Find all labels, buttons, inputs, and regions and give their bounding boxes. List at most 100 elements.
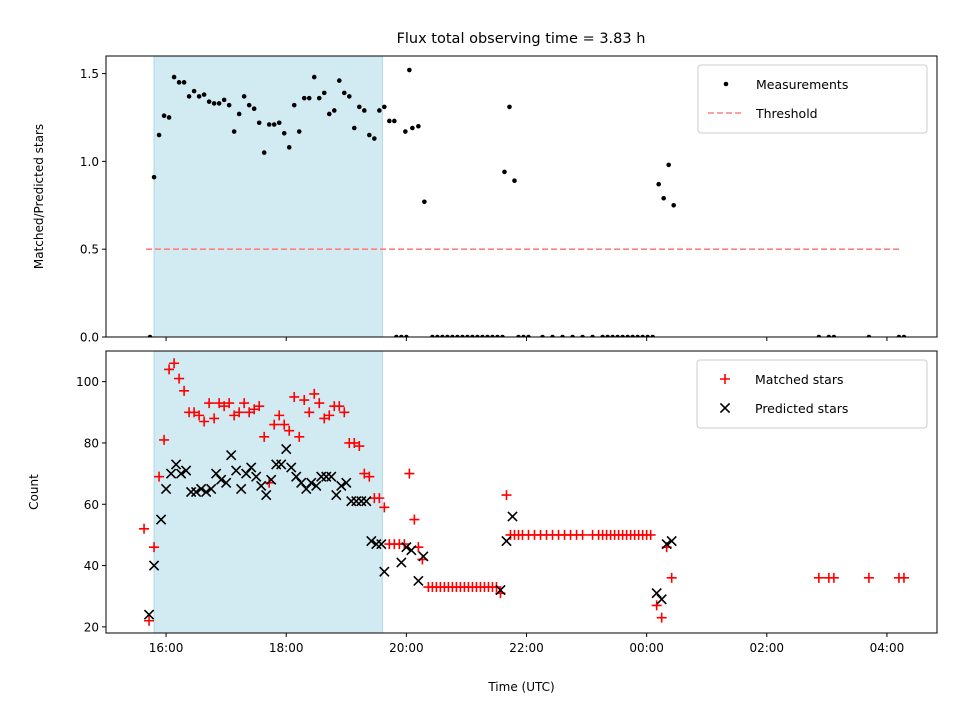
predicted-star-point bbox=[413, 575, 424, 587]
measurement-point bbox=[650, 334, 655, 337]
measurement-point bbox=[236, 111, 242, 117]
x-tick-label: 20:00 bbox=[389, 641, 424, 655]
measurement-point bbox=[166, 115, 172, 120]
measurement-point bbox=[671, 202, 676, 208]
measurement-point bbox=[866, 334, 872, 337]
predicted-star-point bbox=[200, 486, 212, 498]
x-tick-label: 18:00 bbox=[269, 641, 304, 655]
legend-measurement-swatch bbox=[723, 81, 729, 87]
measurement-point bbox=[191, 88, 197, 94]
measurement-point bbox=[600, 334, 605, 337]
predicted-star-point bbox=[507, 511, 518, 522]
measurement-point bbox=[367, 132, 372, 138]
measurement-point bbox=[399, 334, 404, 337]
measurement-point bbox=[615, 334, 620, 337]
predicted-star-point bbox=[418, 551, 429, 562]
measurement-point bbox=[445, 334, 450, 337]
legend: Matched stars Predicted stars bbox=[696, 359, 928, 429]
measurement-point bbox=[261, 150, 267, 155]
matched-star-point bbox=[179, 385, 190, 396]
measurement-point bbox=[435, 334, 440, 337]
measurement-point bbox=[500, 334, 505, 337]
measurement-point bbox=[286, 145, 292, 150]
matched-star-point bbox=[239, 398, 250, 409]
y-axis-label: Count bbox=[27, 474, 41, 510]
matched-star-point bbox=[269, 419, 280, 430]
legend-predicted-swatch bbox=[719, 402, 731, 414]
measurement-point bbox=[580, 334, 585, 337]
x-axis-label: Time (UTC) bbox=[487, 680, 554, 694]
measurement-point bbox=[296, 129, 302, 134]
measurement-point bbox=[151, 174, 157, 180]
measurement-point bbox=[196, 94, 202, 99]
measurement-point bbox=[387, 118, 392, 124]
matched-star-point bbox=[501, 490, 512, 501]
predicted-star-point bbox=[396, 557, 407, 568]
predicted-star-point bbox=[311, 480, 322, 492]
observing-window-shade bbox=[153, 56, 383, 337]
matched-star-point bbox=[294, 431, 305, 442]
series-measurements bbox=[147, 67, 907, 337]
predicted-star-point bbox=[148, 560, 160, 571]
matched-star-point bbox=[274, 410, 285, 421]
predicted-star-point bbox=[379, 566, 390, 577]
matched-star-point bbox=[254, 401, 265, 412]
legend-label: Matched stars bbox=[755, 372, 843, 387]
y-tick-label: 20 bbox=[84, 620, 99, 634]
matched-star-point bbox=[204, 398, 215, 409]
matched-star-point bbox=[189, 407, 200, 418]
matched-star-point bbox=[234, 407, 245, 418]
measurement-point bbox=[625, 334, 630, 337]
y-tick-label: 0.5 bbox=[80, 243, 99, 257]
measurement-point bbox=[635, 334, 640, 337]
measurement-point bbox=[357, 104, 362, 110]
measurement-point bbox=[181, 80, 187, 85]
measurement-point bbox=[540, 334, 545, 337]
predicted-star-point bbox=[336, 480, 347, 492]
matched-star-point bbox=[656, 612, 667, 623]
y-tick-label: 80 bbox=[84, 436, 99, 450]
matched-star-point bbox=[359, 468, 370, 479]
matched-star-point bbox=[299, 395, 310, 406]
predicted-star-point bbox=[656, 594, 667, 605]
matched-star-point bbox=[154, 471, 165, 482]
predicted-star-point bbox=[366, 535, 377, 547]
predicted-star-point bbox=[256, 480, 267, 492]
measurement-point bbox=[495, 334, 500, 337]
measurement-point bbox=[550, 334, 555, 337]
measurement-point bbox=[211, 101, 217, 106]
predicted-star-point bbox=[661, 538, 672, 550]
matched-star-point bbox=[409, 514, 420, 525]
matched-star-point bbox=[374, 493, 385, 504]
matched-star-point bbox=[159, 434, 170, 445]
measurement-point bbox=[156, 132, 162, 138]
measurement-point bbox=[620, 334, 625, 337]
measurement-point bbox=[251, 106, 257, 111]
predicted-star-point bbox=[190, 486, 202, 498]
matched-star-point bbox=[229, 410, 240, 421]
measurement-point bbox=[475, 334, 480, 337]
predicted-star-point bbox=[376, 538, 387, 550]
measurement-point bbox=[630, 334, 635, 337]
predicted-star-point bbox=[281, 443, 292, 455]
y-tick-label: 60 bbox=[84, 498, 99, 512]
predicted-star-point bbox=[406, 545, 417, 556]
predicted-star-point bbox=[666, 535, 677, 547]
matched-star-point bbox=[651, 600, 662, 611]
measurement-point bbox=[306, 95, 312, 101]
measurement-point bbox=[206, 99, 212, 104]
measurement-point bbox=[321, 90, 327, 96]
y-tick-label: 100 bbox=[76, 375, 99, 389]
matched-star-point bbox=[898, 572, 909, 583]
measurement-point bbox=[470, 334, 475, 337]
measurement-point bbox=[480, 334, 485, 337]
measurement-point bbox=[216, 101, 222, 106]
measurement-point bbox=[440, 334, 445, 337]
measurement-point bbox=[331, 108, 337, 113]
measurement-point bbox=[226, 102, 232, 108]
measurement-point bbox=[455, 334, 460, 337]
matched-star-point bbox=[279, 419, 290, 430]
predicted-star-point bbox=[306, 477, 317, 488]
measurement-point bbox=[605, 334, 610, 337]
predicted-star-point bbox=[143, 609, 155, 620]
